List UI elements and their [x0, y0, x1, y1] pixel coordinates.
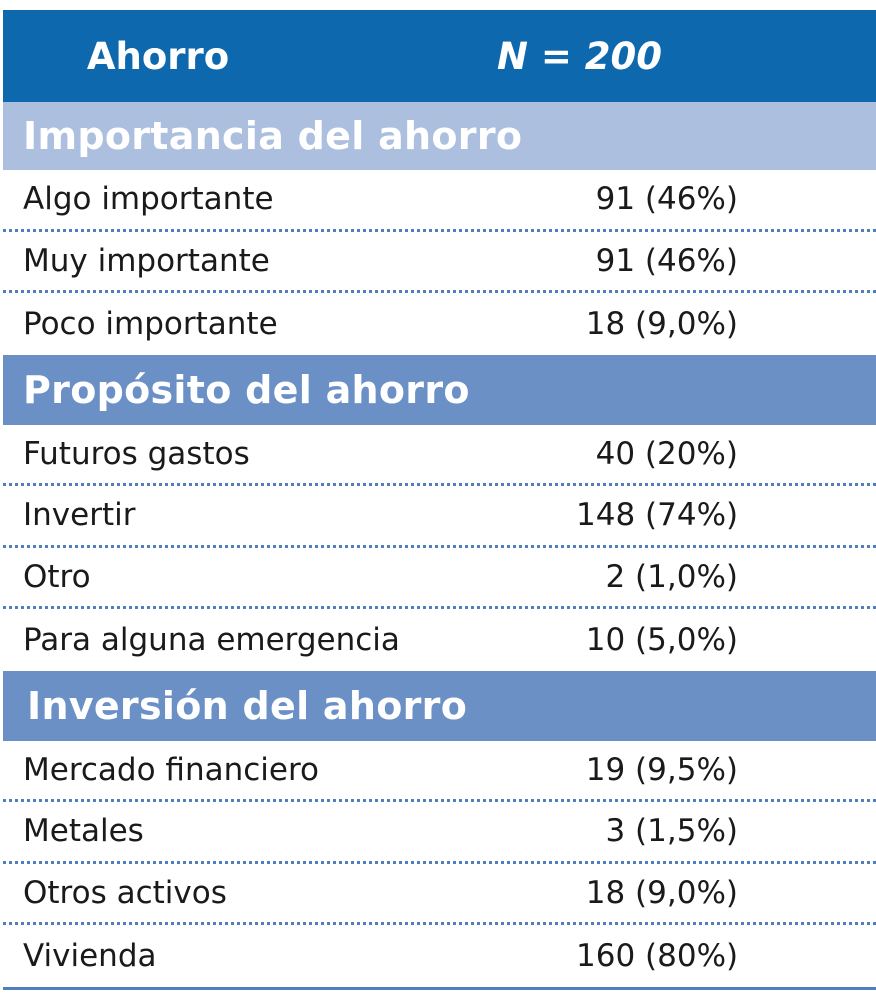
section-header: Propósito del ahorro — [3, 354, 876, 425]
row-label: Mercado financiero — [23, 751, 319, 788]
row-value: 148 (74%) — [576, 497, 739, 534]
section-header: Importancia del ahorro — [3, 102, 876, 170]
row-label: Poco importante — [23, 305, 278, 342]
row-value: 2 (1,0%) — [605, 558, 738, 595]
row-label: Vivienda — [23, 937, 157, 974]
table-row: Algo importante 91 (46%) — [3, 170, 876, 232]
savings-table: Ahorro N = 200 Importancia del ahorro Al… — [3, 10, 876, 990]
table-row: Mercado financiero 19 (9,5%) — [3, 741, 876, 802]
row-label: Invertir — [23, 497, 136, 534]
table-row: Vivienda 160 (80%) — [3, 925, 876, 987]
header-sample-size: N = 200 — [497, 34, 662, 78]
row-label: Metales — [23, 813, 144, 850]
row-label: Muy importante — [23, 242, 270, 279]
row-value: 3 (1,5%) — [605, 813, 738, 850]
row-value: 18 (9,0%) — [585, 874, 738, 911]
row-value: 91 (46%) — [595, 242, 738, 279]
row-value: 19 (9,5%) — [585, 751, 738, 788]
header-label: Ahorro — [86, 34, 230, 78]
table-row: Otro 2 (1,0%) — [3, 548, 876, 609]
row-value: 160 (80%) — [576, 937, 739, 974]
row-value: 18 (9,0%) — [585, 305, 738, 342]
row-value: 10 (5,0%) — [585, 621, 738, 658]
table-row: Para alguna emergencia 10 (5,0%) — [3, 609, 876, 671]
bottom-rule — [3, 986, 876, 990]
row-label: Para alguna emergencia — [23, 621, 400, 658]
table-row: Futuros gastos 40 (20%) — [3, 425, 876, 486]
section-header: Inversión del ahorro — [3, 670, 876, 741]
table-row: Muy importante 91 (46%) — [3, 232, 876, 293]
row-value: 91 (46%) — [595, 181, 738, 218]
table-row: Metales 3 (1,5%) — [3, 802, 876, 864]
row-label: Algo importante — [23, 181, 274, 218]
table-header: Ahorro N = 200 — [3, 10, 876, 102]
table-row: Poco importante 18 (9,0%) — [3, 293, 876, 355]
row-value: 40 (20%) — [595, 435, 738, 472]
row-label: Futuros gastos — [23, 435, 250, 472]
table-row: Otros activos 18 (9,0%) — [3, 864, 876, 925]
row-label: Otro — [23, 558, 91, 595]
row-label: Otros activos — [23, 874, 227, 911]
table-row: Invertir 148 (74%) — [3, 486, 876, 548]
